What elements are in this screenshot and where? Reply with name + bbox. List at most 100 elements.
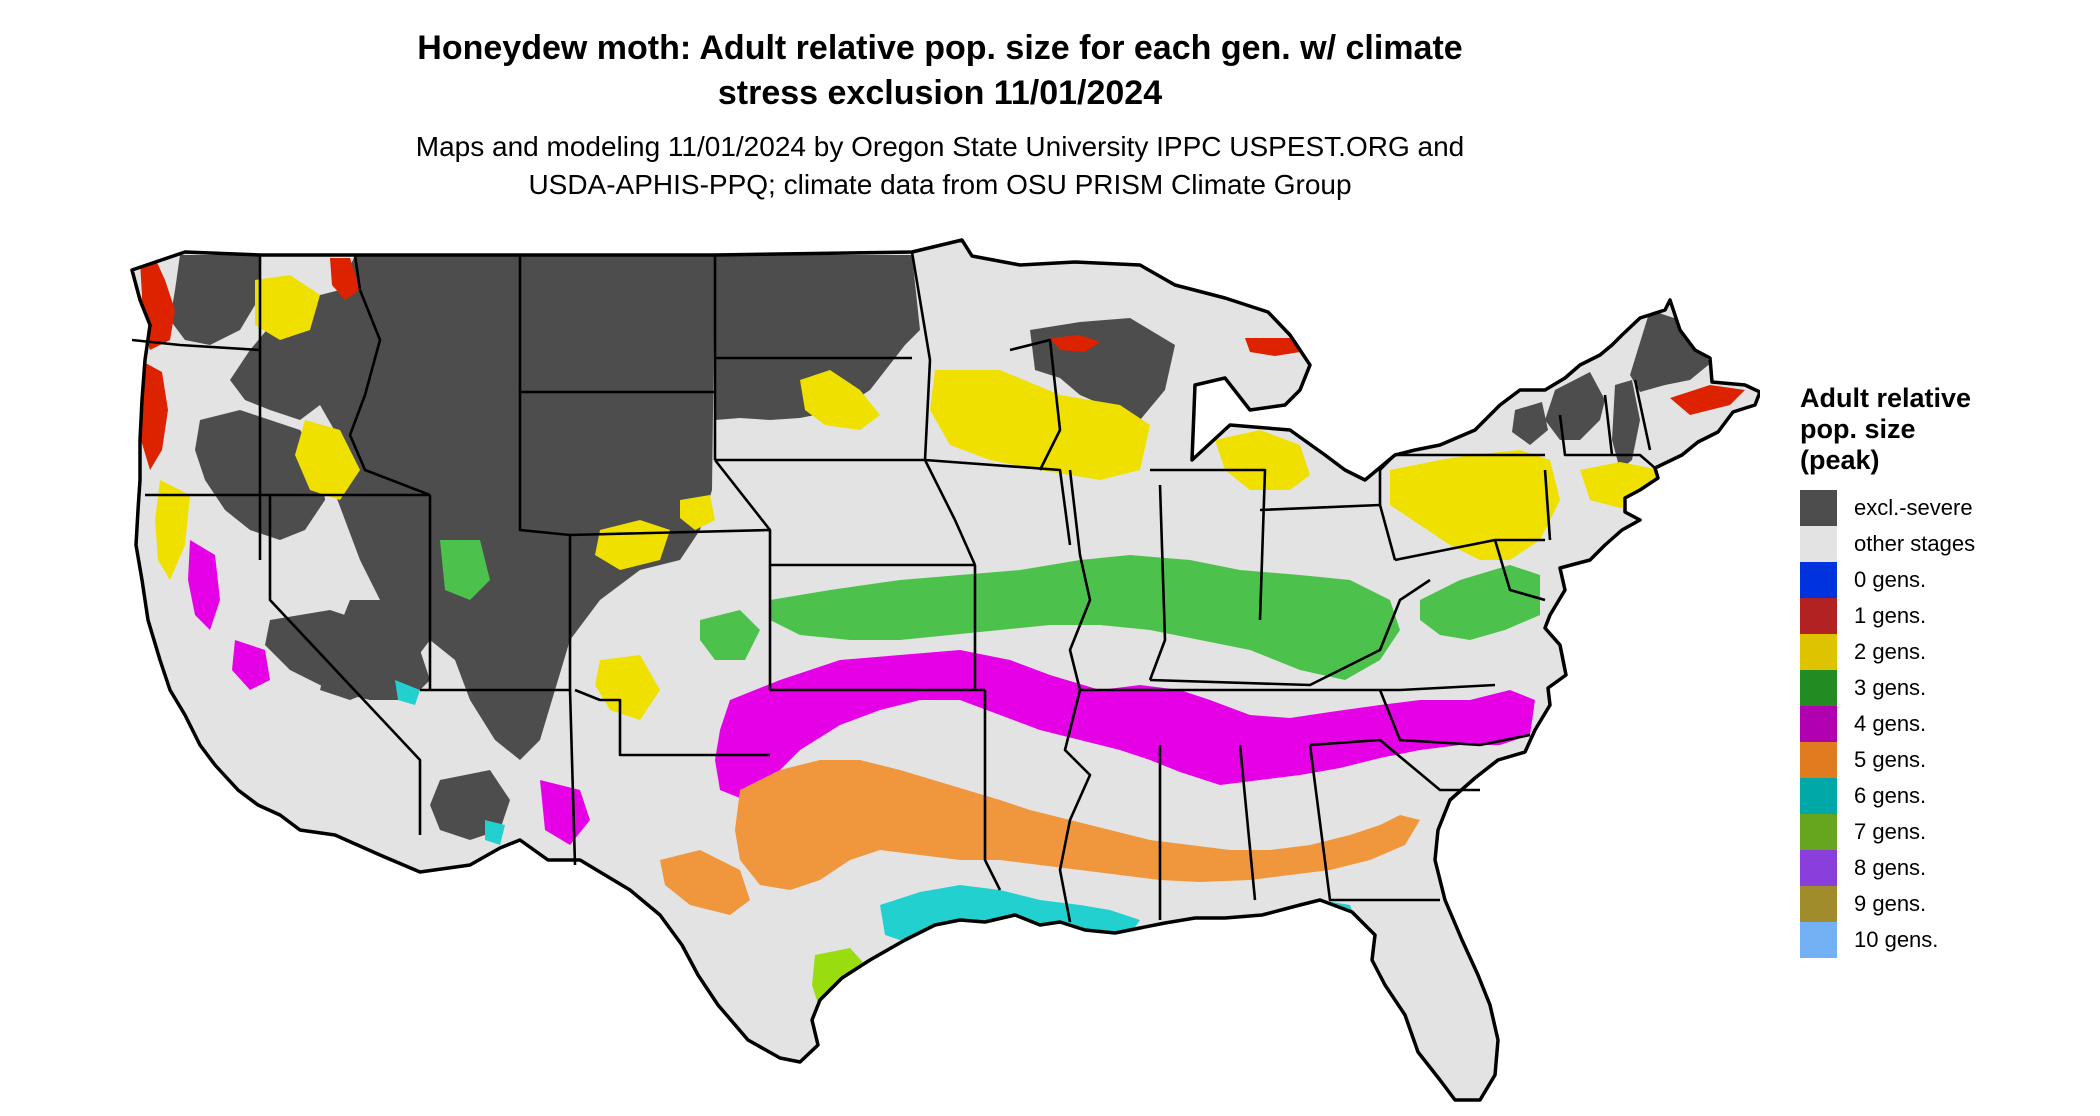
legend-swatch — [1800, 490, 1837, 526]
region-excluded — [170, 255, 260, 345]
legend-item: 4 gens. — [1800, 706, 2080, 742]
legend-swatch — [1800, 526, 1837, 562]
region-gen2 — [155, 480, 190, 580]
us-generation-map — [130, 238, 1760, 1102]
region-gen6 — [395, 680, 420, 705]
state-border — [1149, 578, 1431, 687]
region-gen5 — [735, 760, 1420, 890]
map-subtitle: Maps and modeling 11/01/2024 by Oregon S… — [260, 128, 1620, 204]
state-border — [348, 254, 431, 497]
legend-title-line: (peak) — [1800, 445, 1880, 475]
region-gen4 — [715, 650, 1535, 800]
legend-swatch — [1800, 634, 1837, 670]
region-excluded — [320, 600, 430, 700]
region-excluded — [1630, 310, 1712, 392]
region-gen4 — [232, 640, 270, 690]
state-border — [1238, 744, 1257, 901]
map-title-line-1: Honeydew moth: Adult relative pop. size … — [417, 29, 1463, 67]
region-gen2 — [595, 655, 660, 720]
state-border — [1378, 689, 1531, 747]
map-subtitle-line-1: Maps and modeling 11/01/2024 by Oregon S… — [415, 131, 1465, 162]
legend-label: excl.-severe — [1854, 495, 1973, 520]
legend-label: 9 gens. — [1854, 891, 1927, 916]
legend-item: 2 gens. — [1800, 634, 2080, 670]
state-border — [131, 338, 261, 352]
legend-item: 5 gens. — [1800, 742, 2080, 778]
state-border — [1633, 379, 1652, 451]
region-gen1 — [1050, 335, 1100, 352]
region-gen6 — [485, 820, 505, 845]
region-gen3 — [1420, 565, 1540, 640]
legend-label: 6 gens. — [1854, 783, 1927, 808]
map-title: Honeydew moth: Adult relative pop. size … — [260, 26, 1620, 116]
legend-swatch — [1800, 922, 1837, 958]
state-borders — [131, 251, 1656, 923]
state-border — [1603, 394, 1614, 456]
map-title-line-2: stress exclusion 11/01/2024 — [717, 74, 1163, 112]
region-gen8 — [1355, 1088, 1385, 1100]
legend-swatch — [1800, 598, 1837, 634]
state-border — [1543, 469, 1552, 541]
region-gen1 — [140, 360, 168, 470]
region-gen2 — [255, 275, 320, 340]
region-gen2 — [930, 370, 1150, 480]
legend-label: 8 gens. — [1854, 855, 1927, 880]
legend-item: 3 gens. — [1800, 670, 2080, 706]
legend-label: 4 gens. — [1854, 711, 1927, 736]
state-border — [1309, 738, 1480, 792]
state-border — [1558, 414, 1656, 469]
legend-swatch — [1800, 778, 1837, 814]
region-excluded — [1512, 402, 1548, 445]
legend-title-line: Adult relative — [1800, 383, 1972, 413]
legend: Adult relative pop. size (peak) excl.-se… — [1800, 383, 2080, 958]
legend-swatch — [1800, 706, 1837, 742]
state-border — [1308, 744, 1440, 902]
legend-item: excl.-severe — [1800, 490, 2080, 526]
region-gen1 — [330, 258, 360, 300]
state-border — [713, 459, 772, 531]
region-gen4 — [540, 780, 590, 845]
region-gen7 — [1335, 1010, 1385, 1060]
legend-swatch — [1800, 886, 1837, 922]
state-border — [1009, 338, 1062, 471]
region-excluded — [715, 255, 920, 420]
legend-label: 2 gens. — [1854, 639, 1927, 664]
legend-item: 7 gens. — [1800, 814, 2080, 850]
region-gen2 — [295, 420, 360, 500]
legend-swatch — [1800, 670, 1837, 706]
legend-items: excl.-severe other stages 0 gens. 1 gens. 2 … — [1800, 490, 2080, 958]
generation-regions — [140, 255, 1745, 1100]
state-border — [1068, 469, 1092, 691]
region-gen1 — [1670, 385, 1745, 415]
legend-swatch — [1800, 850, 1837, 886]
legend-item: 1 gens. — [1800, 598, 2080, 634]
region-gen1 — [1245, 338, 1300, 356]
legend-title: Adult relative pop. size (peak) — [1800, 383, 2080, 476]
map-subtitle-line-2: USDA-APHIS-PPQ; climate data from OSU PR… — [528, 169, 1352, 200]
state-border — [518, 390, 715, 690]
legend-item: 6 gens. — [1800, 778, 2080, 814]
state-border — [1148, 484, 1167, 681]
state-border — [268, 495, 422, 835]
region-gen2 — [1390, 450, 1560, 560]
legend-item: 8 gens. — [1800, 850, 2080, 886]
region-gen2 — [680, 495, 715, 530]
region-gen3 — [440, 540, 490, 600]
state-border — [1150, 468, 1267, 621]
legend-label: 3 gens. — [1854, 675, 1927, 700]
legend-item: 9 gens. — [1800, 886, 2080, 922]
region-gen2 — [1215, 430, 1310, 490]
legend-swatch — [1800, 814, 1837, 850]
region-gen5 — [660, 850, 750, 915]
legend-item: other stages — [1800, 526, 2080, 562]
state-border — [924, 458, 1072, 546]
state-border — [1379, 453, 1545, 471]
region-excluded — [1612, 380, 1640, 470]
region-gen4 — [188, 540, 220, 630]
legend-label: 7 gens. — [1854, 819, 1927, 844]
legend-label: 10 gens. — [1854, 927, 1939, 952]
state-border — [574, 688, 770, 757]
legend-title-line: pop. size — [1800, 414, 1916, 444]
state-border — [1493, 539, 1546, 602]
us-outline — [130, 238, 1760, 1102]
